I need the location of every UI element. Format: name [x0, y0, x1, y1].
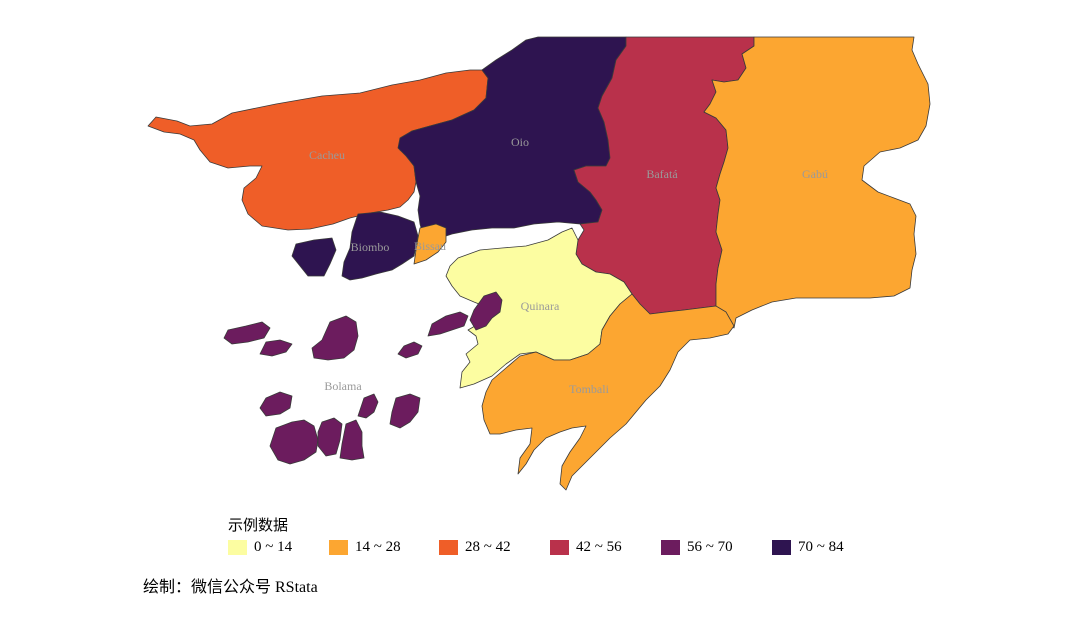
region-biombo[interactable] [341, 211, 419, 281]
label-oio: Oio [511, 135, 529, 149]
legend-item[interactable]: 28 ~ 42 [439, 538, 511, 556]
label-quinara: Quinara [521, 299, 560, 313]
legend-label: 42 ~ 56 [576, 538, 622, 555]
label-cacheu: Cacheu [309, 148, 345, 162]
label-biombo: Biombo [351, 240, 390, 254]
label-gabu: Gabú [802, 167, 828, 181]
legend-label: 28 ~ 42 [465, 538, 511, 555]
legend-swatch [329, 539, 348, 555]
label-tombali: Tombali [569, 382, 609, 396]
legend-swatch [228, 539, 247, 555]
legend-title: 示例数据 [228, 518, 289, 534]
legend-item[interactable]: 0 ~ 14 [228, 538, 292, 556]
legend-item[interactable]: 14 ~ 28 [329, 538, 401, 556]
legend-label: 14 ~ 28 [355, 538, 401, 555]
caption: 绘制：微信公众号 RStata [143, 579, 318, 596]
legend-swatch [772, 539, 791, 555]
label-bolama: Bolama [324, 379, 362, 393]
legend-swatch [661, 539, 680, 555]
region-gabu[interactable] [703, 36, 931, 329]
region-bolama[interactable] [223, 291, 503, 465]
region-tombali[interactable] [481, 293, 735, 491]
legend-swatch [439, 539, 458, 555]
label-bafata: Bafatá [646, 167, 678, 181]
legend-label: 70 ~ 84 [798, 538, 844, 555]
region-biombo-island[interactable] [291, 237, 337, 277]
legend-item[interactable]: 42 ~ 56 [550, 538, 622, 556]
legend-label: 0 ~ 14 [254, 538, 293, 555]
legend-swatch [550, 539, 569, 555]
legend-item[interactable]: 56 ~ 70 [661, 538, 733, 556]
region-bissau[interactable] [413, 223, 447, 265]
legend-item[interactable]: 70 ~ 84 [772, 538, 844, 556]
legend-label: 56 ~ 70 [687, 538, 733, 555]
label-bissau: Bissau [414, 239, 446, 253]
